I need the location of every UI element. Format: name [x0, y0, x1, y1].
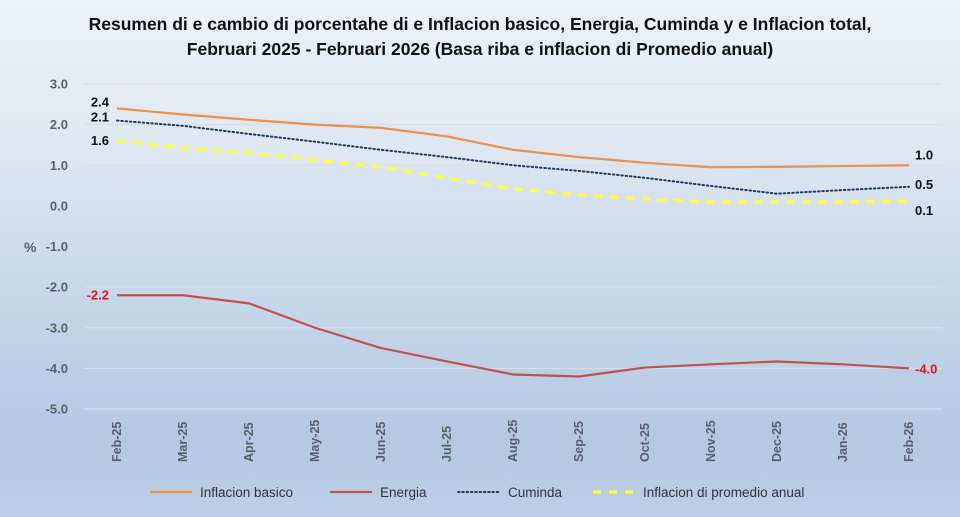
x-tick-label: Jul-25	[440, 426, 454, 462]
legend-item: Inflacion di promedio anual	[593, 485, 804, 500]
y-tick-label: -1.0	[46, 239, 68, 254]
y-tick-label: -4.0	[46, 361, 68, 376]
y-tick-label: 2.0	[50, 117, 68, 132]
legend: Inflacion basico Energia Cuminda Inflacion …	[150, 485, 804, 500]
x-tick-label: Sep-25	[572, 421, 586, 462]
legend-label: Inflacion di promedio anual	[643, 485, 804, 500]
series-line-energia	[117, 294, 910, 378]
data-label-end: -4.0	[915, 361, 937, 376]
x-tick-label: Feb-26	[902, 422, 916, 462]
x-tick-label: Oct-25	[638, 423, 652, 462]
legend-item: Energia	[330, 485, 427, 500]
x-axis-ticks: Feb-25 Mar-25 Apr-25 May-25 Jun-25 Jul-25 Aug-…	[110, 420, 916, 462]
x-tick-label: May-25	[308, 420, 322, 462]
series-line-cuminda	[116, 119, 910, 195]
data-label-end: 0.1	[915, 203, 933, 218]
x-tick-label: Feb-25	[110, 422, 124, 462]
series-lines	[116, 107, 910, 378]
series-line-inflacion-basico	[116, 107, 910, 169]
y-tick-label: -2.0	[46, 280, 68, 295]
legend-item: Inflacion basico	[150, 485, 293, 500]
y-tick-label: 0.0	[50, 198, 68, 213]
x-tick-label: Nov-25	[704, 420, 718, 462]
legend-label: Inflacion basico	[200, 485, 293, 500]
x-tick-label: Jun-25	[374, 422, 388, 462]
legend-item: Cuminda	[457, 485, 563, 500]
y-axis-label: %	[24, 239, 37, 255]
data-label-start: 2.4	[91, 94, 110, 109]
data-label-start: 2.1	[91, 110, 109, 125]
series-line-inflacion-di-promedio-anual	[116, 139, 910, 204]
legend-label: Cuminda	[508, 485, 563, 500]
chart-title: Resumen di e cambio di porcentahe di e I…	[88, 14, 872, 59]
y-tick-label: 3.0	[50, 77, 68, 92]
data-label-end: 1.0	[915, 147, 933, 162]
data-label-start: 1.6	[91, 133, 109, 148]
gridlines	[84, 83, 942, 410]
y-tick-label: -5.0	[46, 402, 68, 417]
data-label-end: 0.5	[915, 177, 933, 192]
y-tick-label: -3.0	[46, 320, 68, 335]
data-labels: 2.4 1.0 -2.2 -4.0 2.1 0.5 1.6 0.1	[87, 94, 938, 376]
y-axis-ticks: 3.0 2.0 1.0 0.0 -1.0 -2.0 -3.0 -4.0 -5.0	[46, 77, 68, 417]
x-tick-label: Jan-26	[836, 422, 850, 462]
y-tick-label: 1.0	[50, 158, 68, 173]
data-label-start: -2.2	[87, 287, 109, 302]
x-tick-label: Aug-25	[506, 420, 520, 462]
x-tick-label: Mar-25	[176, 422, 190, 462]
x-tick-label: Apr-25	[242, 422, 256, 462]
x-tick-label: Dec-25	[770, 421, 784, 462]
legend-label: Energia	[380, 485, 427, 500]
